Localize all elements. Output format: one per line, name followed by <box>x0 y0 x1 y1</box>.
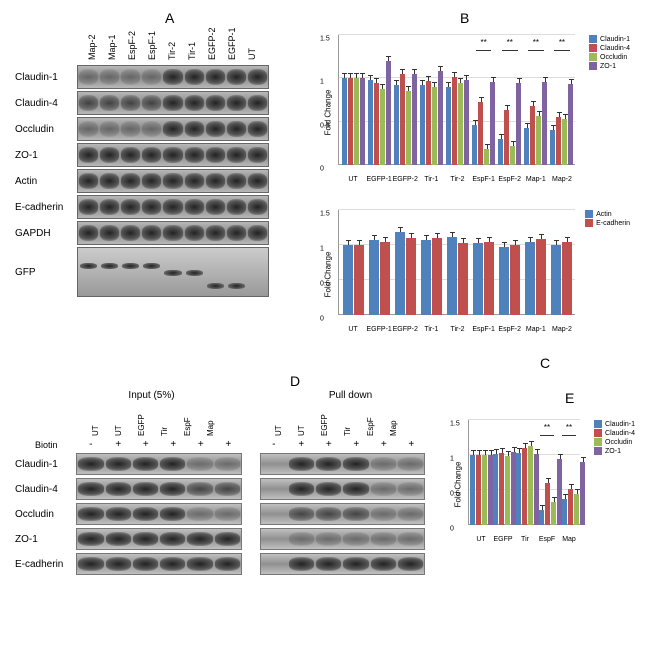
label-c: C <box>540 355 550 371</box>
cd-blot-row: Claudin-1 <box>15 453 425 475</box>
cd-strip <box>76 453 241 475</box>
blot-label: E-cadherin <box>15 202 77 213</box>
cd-blot-row: Occludin <box>15 503 425 525</box>
cd-strip <box>260 503 425 525</box>
biotin-pull: -+++++ <box>260 439 425 450</box>
chart-b1: Fold Change00.511.5UTEGFP-1EGFP-2Tir-1Ti… <box>310 30 630 185</box>
blot-label: GAPDH <box>15 228 77 239</box>
biotin-label: Biotin <box>35 440 77 450</box>
label-e: E <box>565 390 574 406</box>
blot-label-gfp: GFP <box>15 267 77 278</box>
header-input: Input (5%) <box>77 390 226 401</box>
cd-strip <box>76 478 241 500</box>
cd-blot-row: ZO-1 <box>15 528 425 550</box>
cd-strip <box>260 528 425 550</box>
blot-strip <box>77 117 269 141</box>
blot-row: E-cadherin <box>15 195 275 219</box>
blot-row: Actin <box>15 169 275 193</box>
blot-strip <box>77 221 269 245</box>
cd-blot-label: Claudin-4 <box>15 484 76 495</box>
biotin-row: Biotin -+++++ -+++++ <box>35 439 425 450</box>
chart-e: Fold Change00.511.5UTEGFPTirEspFMapClaud… <box>440 415 635 545</box>
gfp-strip <box>77 247 269 297</box>
blot-label: Occludin <box>15 124 77 135</box>
blot-row: Claudin-1 <box>15 65 275 89</box>
cd-strip <box>260 478 425 500</box>
blot-strip <box>77 91 269 115</box>
panel-a-lane-labels: Map-2Map-1EspF-2EspF-1Tir-2Tir-1EGFP-2EG… <box>77 20 275 65</box>
blot-row: Claudin-4 <box>15 91 275 115</box>
blot-row-gfp: GFP <box>15 247 275 297</box>
figure: A Map-2Map-1EspF-2EspF-1Tir-2Tir-1EGFP-2… <box>10 10 640 660</box>
cd-strip <box>260 453 425 475</box>
cd-blot-label: ZO-1 <box>15 534 76 545</box>
blot-strip <box>77 169 269 193</box>
blot-label: Actin <box>15 176 77 187</box>
cd-strip <box>260 553 425 575</box>
cd-strip <box>76 528 241 550</box>
blot-row: ZO-1 <box>15 143 275 167</box>
cd-blot-label: E-cadherin <box>15 559 76 570</box>
panel-cd: Input (5%) Pull down UTUTEGFPTirEspFMapU… <box>15 390 425 578</box>
cd-headers: Input (5%) Pull down <box>77 390 425 401</box>
panel-a: Map-2Map-1EspF-2EspF-1Tir-2Tir-1EGFP-2EG… <box>15 20 275 299</box>
blot-strip <box>77 65 269 89</box>
blot-label: Claudin-1 <box>15 72 77 83</box>
cd-lane-labels: UTUTEGFPTirEspFMapUTUTEGFPTirEspFMap <box>77 401 425 439</box>
blot-label: Claudin-4 <box>15 98 77 109</box>
cd-blot-label: Claudin-1 <box>15 459 76 470</box>
cd-strip <box>76 503 241 525</box>
cd-strip <box>76 553 241 575</box>
cd-blot-row: E-cadherin <box>15 553 425 575</box>
blot-row: Occludin <box>15 117 275 141</box>
chart-b2: Fold Change00.511.5UTEGFP-1EGFP-2Tir-1Ti… <box>310 205 630 335</box>
blot-strip <box>77 195 269 219</box>
cd-blot-row: Claudin-4 <box>15 478 425 500</box>
label-b: B <box>460 10 469 26</box>
label-d: D <box>290 373 300 389</box>
blot-label: ZO-1 <box>15 150 77 161</box>
biotin-input: -+++++ <box>77 439 242 450</box>
blot-row: GAPDH <box>15 221 275 245</box>
header-pulldown: Pull down <box>276 390 425 401</box>
blot-strip <box>77 143 269 167</box>
cd-blot-label: Occludin <box>15 509 76 520</box>
